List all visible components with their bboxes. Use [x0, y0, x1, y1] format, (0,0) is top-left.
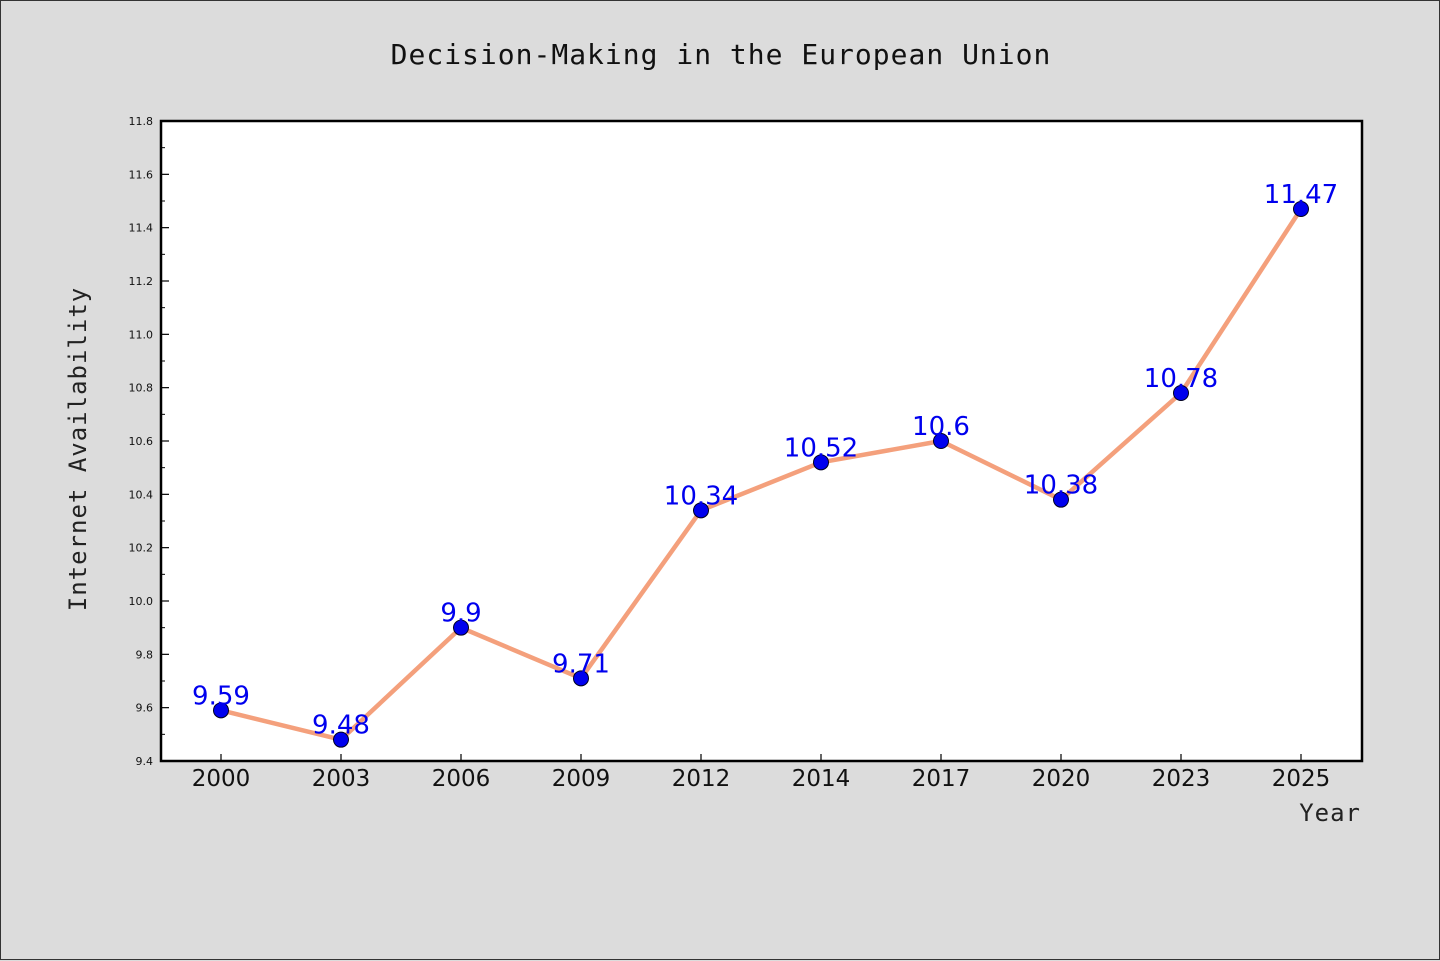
data-point [813, 454, 829, 471]
data-label: 10.34 [664, 481, 738, 511]
data-label: 9.48 [312, 711, 370, 741]
x-tick-label: 2023 [1152, 766, 1211, 792]
x-tick-label: 2012 [672, 766, 731, 792]
data-label: 10.6 [912, 412, 970, 442]
data-label: 9.59 [192, 681, 250, 711]
y-tick-label: 10.0 [129, 595, 154, 608]
x-axis: 2000 2003 2006 2009 2012 2014 2017 2020 2023 2025 [192, 754, 1331, 792]
data-point [1053, 491, 1069, 508]
data-label: 9.71 [552, 649, 610, 679]
y-tick-label: 11.2 [129, 275, 154, 288]
y-tick-label: 9.8 [136, 648, 154, 661]
series-markers [213, 201, 1309, 748]
data-point [933, 433, 949, 449]
y-tick-label: 11.8 [129, 115, 154, 128]
data-point [333, 731, 349, 748]
x-tick-label: 2020 [1032, 766, 1091, 792]
series-line [218, 206, 1304, 742]
x-tick-label: 2006 [432, 766, 491, 792]
y-tick-label: 10.6 [129, 435, 154, 448]
data-labels: 9.59 9.48 9.9 9.71 10.34 10.52 10.6 10.38 10.78 1… [192, 180, 1338, 741]
y-axis-label: Internet Availability [64, 287, 92, 611]
data-point [1293, 201, 1309, 217]
y-tick-label: 11.4 [129, 222, 154, 235]
data-point [693, 502, 709, 519]
chart-title: Decision-Making in the European Union [391, 38, 1052, 71]
x-tick-label: 2000 [192, 766, 251, 792]
data-label: 9.9 [440, 599, 481, 629]
data-label: 10.38 [1024, 471, 1098, 501]
data-label: 11.47 [1264, 180, 1338, 210]
x-axis-label: Year [1299, 799, 1361, 827]
y-tick-label: 10.2 [129, 542, 154, 555]
y-tick-label: 10.8 [129, 382, 154, 395]
x-tick-label: 2014 [792, 766, 851, 792]
data-label: 10.78 [1144, 364, 1218, 394]
y-tick-label: 9.4 [136, 755, 154, 768]
data-point [1173, 385, 1189, 401]
data-label: 10.52 [784, 433, 858, 463]
x-tick-label: 2025 [1272, 766, 1331, 792]
data-point [453, 619, 469, 636]
data-point [213, 702, 229, 719]
y-axis: 9.4 9.6 9.8 10.0 10.2 10.4 10.6 10.8 11.0 11.2 11.… [129, 115, 169, 768]
y-tick-label: 11.6 [129, 168, 154, 181]
series-line-group [218, 206, 1304, 742]
x-tick-label: 2003 [312, 766, 371, 792]
y-tick-label: 11.0 [129, 328, 154, 341]
plot-area [159, 119, 1364, 763]
x-tick-label: 2009 [552, 766, 611, 792]
y-tick-label: 10.4 [129, 488, 154, 501]
y-tick-label: 9.6 [136, 702, 154, 715]
x-tick-label: 2017 [912, 766, 971, 792]
data-point [573, 670, 589, 687]
